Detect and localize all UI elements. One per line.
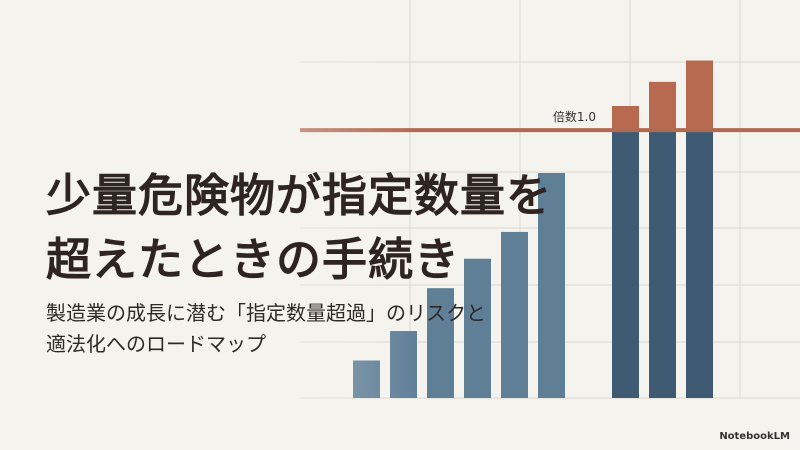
fade-overlay [0, 0, 420, 450]
title-line: 少量危険物が指定数量を [46, 169, 553, 222]
slide-subtitle: 製造業の成長に潜む「指定数量超過」のリスクと 適法化へのロードマップ [46, 298, 486, 360]
bar-excess [649, 81, 676, 131]
bar-excess [686, 60, 713, 131]
bar [427, 288, 454, 398]
bar [501, 231, 528, 398]
bar [464, 258, 491, 398]
subtitle-line: 適法化へのロードマップ [46, 332, 266, 356]
bar [538, 173, 565, 398]
title-line: 超えたときの手続き [46, 233, 461, 286]
threshold-label: 倍数1.0 [553, 109, 596, 124]
bar [649, 81, 676, 398]
slide-title: 少量危険物が指定数量を 超えたときの手続き [46, 164, 552, 292]
bar-excess [612, 106, 639, 131]
subtitle-line: 製造業の成長に潜む「指定数量超過」のリスクと [46, 301, 486, 325]
bar [612, 106, 639, 399]
brand: NotebookLM [719, 431, 790, 442]
